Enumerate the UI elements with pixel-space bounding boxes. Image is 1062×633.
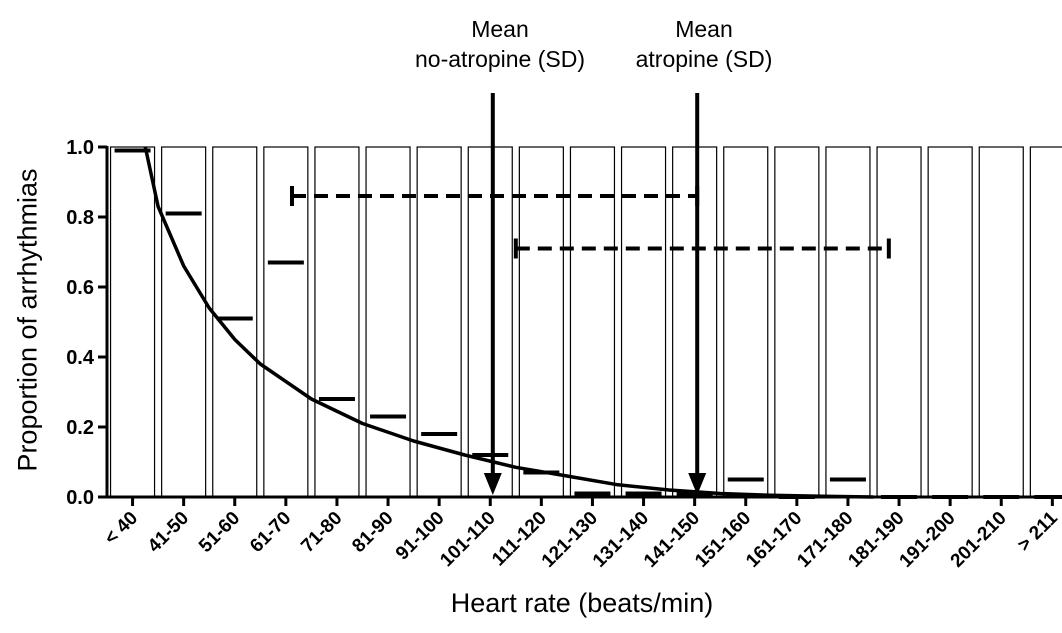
x-tick-label-17: 201-210 <box>947 508 1011 572</box>
mean-arrow-head-atropine <box>688 473 707 495</box>
bar-4 <box>314 146 360 498</box>
bar-13 <box>774 146 820 498</box>
observed-marks-layer <box>114 148 1062 499</box>
y-tick-label-2: 0.4 <box>66 347 95 369</box>
y-tick-label-0: 0.0 <box>66 487 94 509</box>
annotation-atropine-line1: Mean <box>675 16 733 42</box>
y-axis-label: Proportion of arrhythmias <box>12 168 43 472</box>
bar-6 <box>416 146 462 498</box>
annotation-layer <box>289 93 891 495</box>
bar-0 <box>109 146 156 498</box>
bar-14 <box>825 146 871 498</box>
x-tick-label-4: 71-80 <box>297 508 346 557</box>
annotation-atropine: Mean atropine (SD) <box>636 14 773 74</box>
y-tick-label-3: 0.6 <box>66 277 94 299</box>
bar-7 <box>467 146 513 498</box>
x-tick-label-2: 51-60 <box>195 508 244 557</box>
bar-17 <box>978 146 1024 498</box>
x-tick-label-5: 81-90 <box>348 508 397 557</box>
annotation-no-atropine: Mean no-atropine (SD) <box>415 14 585 74</box>
axes-layer: 0.0 0.2 0.4 0.6 0.8 1.0 <box>66 137 1062 509</box>
bar-9 <box>569 146 616 498</box>
y-tick-label-4: 0.8 <box>66 207 94 229</box>
x-tick-labels: < 40 41-50 51-60 61-70 71-80 81-9091-100101-1… <box>101 507 1062 571</box>
x-tick-label-15: 181-190 <box>844 508 908 572</box>
bar-16 <box>927 146 973 498</box>
bars-layer <box>109 146 1062 498</box>
fitted-curve-layer <box>143 146 874 499</box>
x-tick-label-11: 141-150 <box>640 508 704 572</box>
x-tick-label-18: > 211 <box>1014 507 1062 555</box>
x-tick-label-0: < 40 <box>101 508 142 549</box>
bar-10 <box>620 146 667 498</box>
bar-15 <box>876 146 922 498</box>
x-axis-label: Heart rate (beats/min) <box>450 588 714 618</box>
mean-arrow-head-no-atropine <box>483 473 502 495</box>
bar-18 <box>1029 146 1062 498</box>
bar-3 <box>263 146 309 498</box>
x-tick-label-3: 61-70 <box>246 508 295 557</box>
bar-5 <box>365 146 411 498</box>
bar-12 <box>723 146 769 498</box>
x-tick-label-10: 131-140 <box>589 508 653 572</box>
annotation-no-atropine-line1: Mean <box>471 16 529 42</box>
annotation-no-atropine-line2: no-atropine (SD) <box>414 46 586 72</box>
annotation-atropine-line2: atropine (SD) <box>635 46 773 72</box>
x-tick-label-9: 121-130 <box>538 508 602 572</box>
bar-8 <box>518 146 564 498</box>
bar-1 <box>161 146 207 498</box>
x-tick-label-7: 101-110 <box>436 508 499 571</box>
x-tick-label-16: 191-200 <box>896 508 960 572</box>
x-tick-label-12: 151-160 <box>691 508 755 572</box>
fitted-curve <box>143 146 874 499</box>
x-tick-label-13: 161-170 <box>742 508 806 572</box>
x-tick-label-14: 171-180 <box>793 508 857 572</box>
x-tick-label-1: 41-50 <box>144 508 193 557</box>
bar-11 <box>672 146 718 498</box>
y-tick-label-1: 0.2 <box>66 417 94 439</box>
y-tick-label-5: 1.0 <box>66 137 94 159</box>
